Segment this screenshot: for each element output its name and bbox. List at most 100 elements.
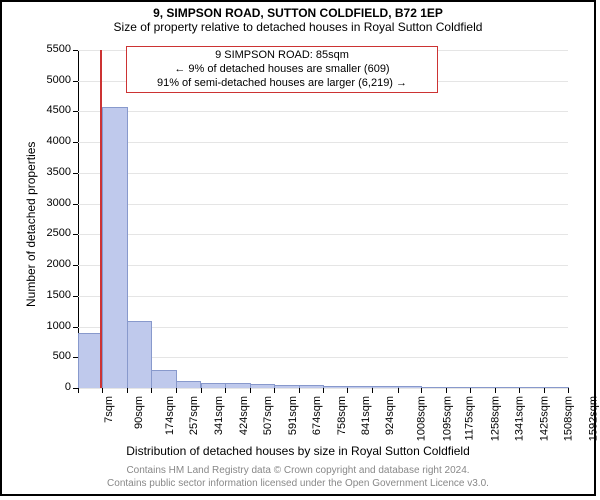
y-gridline: [78, 111, 568, 112]
y-tick-label: 1500: [31, 289, 71, 301]
x-tick: [250, 388, 251, 393]
y-gridline: [78, 142, 568, 143]
x-tick: [78, 388, 79, 393]
page-frame: 9, SIMPSON ROAD, SUTTON COLDFIELD, B72 1…: [0, 0, 596, 496]
x-tick-label: 758sqm: [336, 396, 348, 435]
x-tick-label: 1095sqm: [441, 396, 453, 441]
histogram-bar: [398, 386, 423, 388]
y-tick-label: 5000: [31, 74, 71, 86]
histogram-bar: [544, 387, 569, 388]
y-tick-label: 1000: [31, 320, 71, 332]
histogram-bar: [372, 386, 399, 388]
x-tick: [299, 388, 300, 393]
footer-line-2: Contains public sector information licen…: [2, 478, 594, 491]
y-tick-label: 5500: [31, 43, 71, 55]
x-tick-label: 1508sqm: [562, 396, 574, 441]
callout-box: 9 SIMPSON ROAD: 85sqm ← 9% of detached h…: [126, 46, 438, 93]
x-tick: [274, 388, 275, 393]
x-tick: [176, 388, 177, 393]
x-tick: [421, 388, 422, 393]
x-tick-label: 257sqm: [189, 396, 201, 435]
x-tick-label: 591sqm: [287, 396, 299, 435]
x-tick-label: 674sqm: [311, 396, 323, 435]
x-tick: [568, 388, 569, 393]
y-tick-label: 4000: [31, 135, 71, 147]
callout-line-2: ← 9% of detached houses are smaller (609…: [133, 63, 431, 77]
y-tick-label: 0: [31, 381, 71, 393]
x-tick: [201, 388, 202, 393]
page-title-line2: Size of property relative to detached ho…: [2, 20, 594, 34]
histogram-bar: [347, 386, 373, 388]
y-gridline: [78, 204, 568, 205]
x-tick-label: 90sqm: [133, 396, 145, 429]
histogram-bar: [225, 383, 251, 388]
x-tick: [102, 388, 103, 393]
x-tick: [151, 388, 152, 393]
histogram-bar: [250, 384, 275, 388]
histogram-bar: [201, 383, 226, 388]
y-tick-label: 3000: [31, 197, 71, 209]
histogram-bar: [127, 321, 152, 388]
highlight-line: [100, 50, 102, 388]
x-tick: [470, 388, 471, 393]
histogram-bar: [274, 385, 300, 388]
histogram-bar: [470, 387, 496, 388]
histogram-bar: [421, 387, 446, 388]
x-tick: [347, 388, 348, 393]
x-tick-label: 1425sqm: [538, 396, 550, 441]
x-tick: [398, 388, 399, 393]
x-tick-label: 341sqm: [213, 396, 225, 435]
x-tick: [372, 388, 373, 393]
callout-line-1: 9 SIMPSON ROAD: 85sqm: [133, 49, 431, 63]
x-tick-label: 507sqm: [262, 396, 274, 435]
y-gridline: [78, 173, 568, 174]
x-tick: [323, 388, 324, 393]
histogram-bar: [151, 370, 177, 388]
x-tick-label: 1341sqm: [513, 396, 525, 441]
histogram-bar: [102, 107, 128, 388]
y-tick-label: 4500: [31, 104, 71, 116]
y-tick: [73, 265, 78, 266]
y-tick-label: 2000: [31, 258, 71, 270]
histogram-bar: [323, 386, 348, 388]
x-axis-label: Distribution of detached houses by size …: [2, 444, 594, 458]
x-tick-label: 7sqm: [103, 396, 115, 423]
y-tick-label: 3500: [31, 166, 71, 178]
x-tick-label: 1008sqm: [415, 396, 427, 441]
y-tick: [73, 142, 78, 143]
y-tick: [73, 81, 78, 82]
y-tick: [73, 50, 78, 51]
x-tick: [446, 388, 447, 393]
histogram-bar: [495, 387, 520, 388]
x-tick: [127, 388, 128, 393]
footer-attribution: Contains HM Land Registry data © Crown c…: [2, 465, 594, 490]
x-tick-label: 1175sqm: [464, 396, 476, 440]
y-gridline: [78, 296, 568, 297]
histogram-bar: [519, 387, 545, 388]
footer-line-1: Contains HM Land Registry data © Crown c…: [2, 465, 594, 478]
y-tick: [73, 327, 78, 328]
page-title-line1: 9, SIMPSON ROAD, SUTTON COLDFIELD, B72 1…: [2, 2, 594, 20]
x-tick-label: 924sqm: [385, 396, 397, 435]
x-tick-label: 1592sqm: [587, 396, 599, 441]
x-tick: [519, 388, 520, 393]
y-tick: [73, 111, 78, 112]
histogram-bar: [176, 381, 201, 388]
x-tick-label: 424sqm: [238, 396, 250, 435]
y-gridline: [78, 265, 568, 266]
y-tick: [73, 204, 78, 205]
histogram-bar: [299, 385, 324, 388]
histogram-bar: [446, 387, 471, 388]
y-tick: [73, 296, 78, 297]
chart-plot-area: 0500100015002000250030003500400045005000…: [78, 50, 568, 388]
y-tick: [73, 173, 78, 174]
x-tick: [225, 388, 226, 393]
x-tick-label: 174sqm: [164, 396, 176, 435]
x-tick-label: 1258sqm: [489, 396, 501, 441]
y-tick-label: 2500: [31, 227, 71, 239]
x-tick-label: 841sqm: [360, 396, 372, 435]
callout-line-3: 91% of semi-detached houses are larger (…: [133, 77, 431, 91]
x-tick: [544, 388, 545, 393]
y-tick-label: 500: [31, 350, 71, 362]
y-gridline: [78, 234, 568, 235]
